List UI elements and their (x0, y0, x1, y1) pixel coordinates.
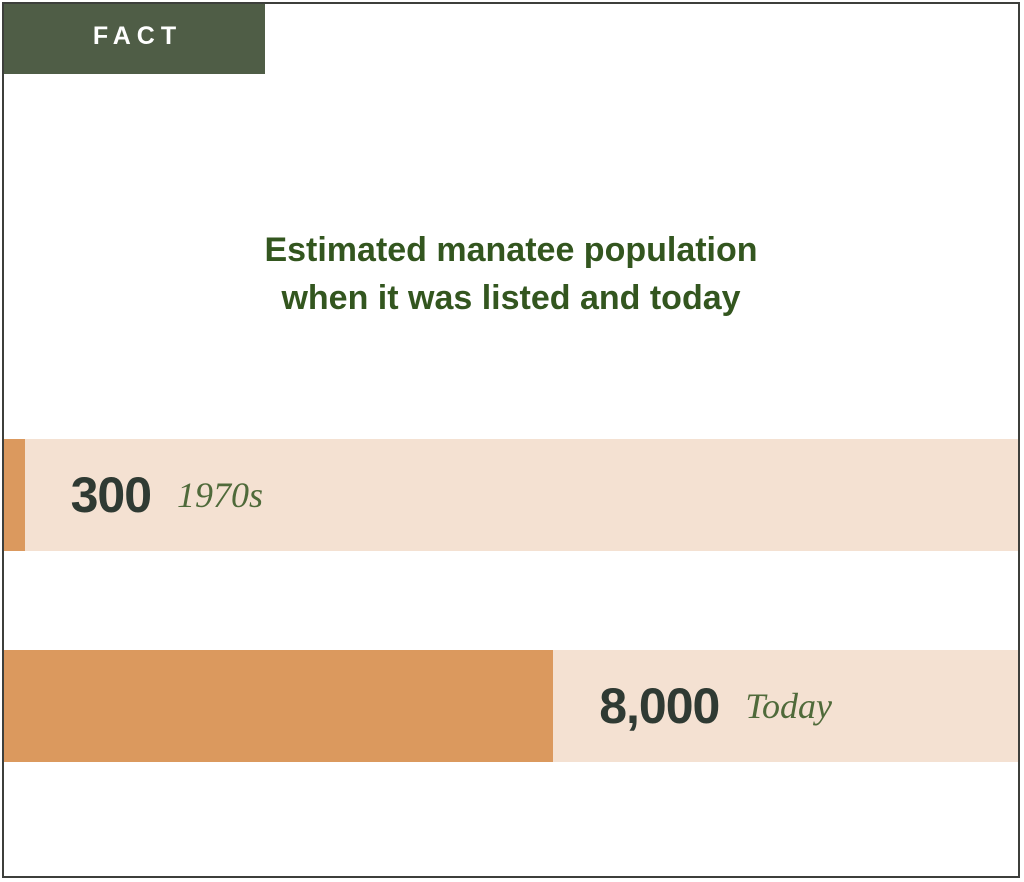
chart-title: Estimated manatee population when it was… (4, 226, 1018, 322)
bar-category-label-1970s: 1970s (177, 475, 264, 515)
bar-track-today: 8,000 Today (4, 650, 1018, 762)
fact-tab: FACT (4, 4, 265, 74)
chart-title-line-2: when it was listed and today (281, 279, 741, 317)
bar-value-label-1970s: 300 (70, 467, 152, 523)
bar-track-1970s: 300 1970s (4, 439, 1018, 551)
bar-fill-1970s (4, 439, 25, 551)
bar-fill-today (4, 650, 554, 762)
fact-tab-label: FACT (92, 22, 183, 50)
bar-category-label-today: Today (745, 686, 833, 726)
bar-value-label-today: 8,000 (599, 678, 720, 734)
chart-title-line-1: Estimated manatee population (264, 231, 758, 269)
